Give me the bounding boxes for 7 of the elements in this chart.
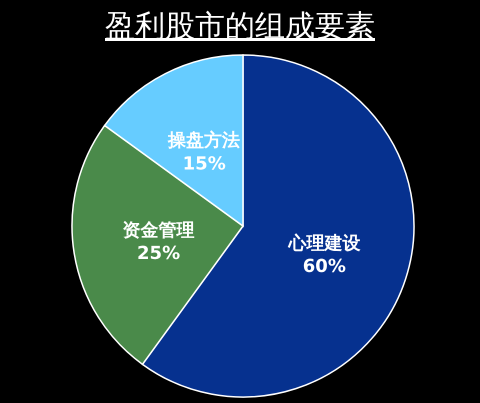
chart-title: 盈利股市的组成要素 xyxy=(105,9,375,44)
data-label: 60% xyxy=(302,256,346,278)
slice-label: 心理建设 xyxy=(287,232,362,254)
data-label: 15% xyxy=(182,154,226,175)
slice-label: 资金管理 xyxy=(122,220,195,241)
slice-label: 操盘方法 xyxy=(167,130,240,152)
data-label: 25% xyxy=(137,243,180,264)
